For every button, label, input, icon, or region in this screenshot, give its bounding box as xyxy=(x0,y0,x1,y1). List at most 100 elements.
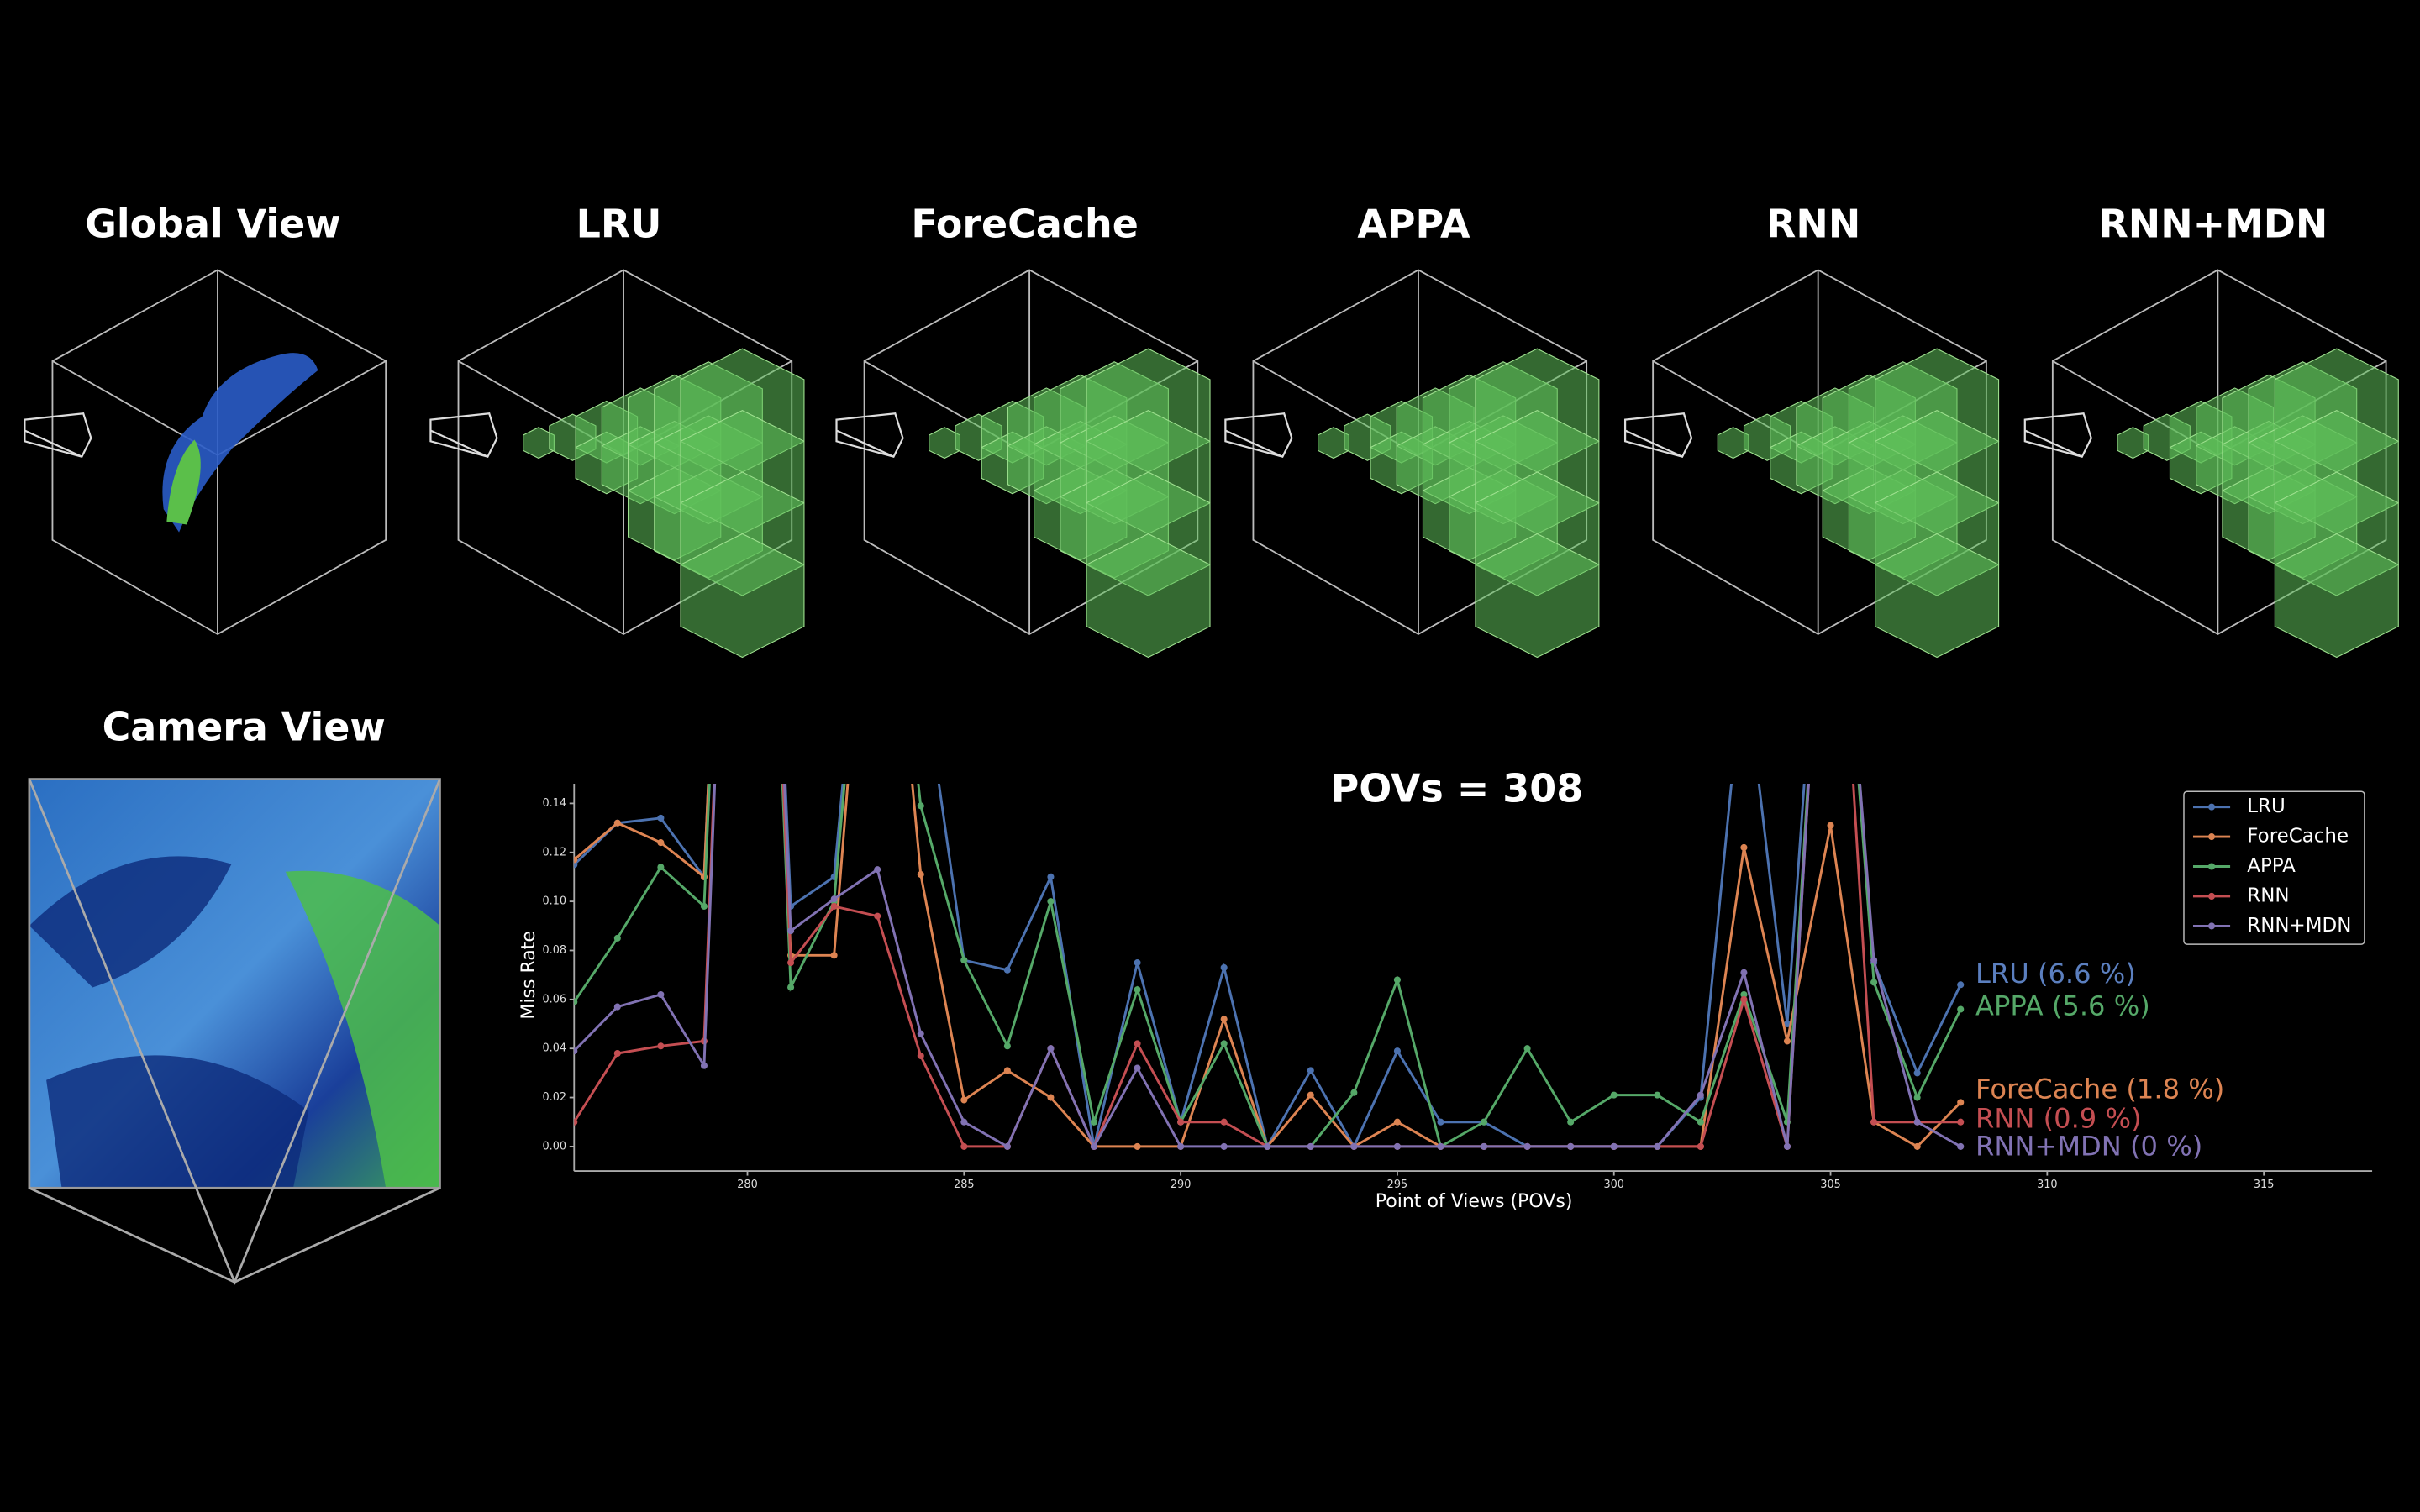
data-point xyxy=(917,1030,924,1037)
panel-title: Global View xyxy=(85,201,341,246)
data-point xyxy=(657,864,665,871)
data-point xyxy=(1220,1118,1228,1126)
x-tick-label: 300 xyxy=(1603,1179,1624,1191)
data-point xyxy=(1913,1142,1921,1150)
annotation: RNN (0.9 %) xyxy=(1975,1102,2142,1134)
camera-view-title: Camera View xyxy=(103,704,386,749)
chart: POVs = 308 Point of Views (POVs) Miss Ra… xyxy=(518,408,2373,1212)
data-point xyxy=(657,814,665,822)
data-point xyxy=(960,1118,968,1126)
legend-box xyxy=(2183,790,2365,945)
data-point xyxy=(1957,1142,1965,1150)
camera-icon xyxy=(429,412,498,458)
x-tick-label: 295 xyxy=(1387,1179,1408,1191)
data-point xyxy=(1697,1118,1704,1126)
data-point xyxy=(700,902,708,910)
data-point xyxy=(1740,990,1748,999)
data-point xyxy=(574,856,578,864)
data-point xyxy=(1481,1118,1488,1126)
legend-dot xyxy=(2208,922,2216,930)
data-point xyxy=(1654,1091,1661,1099)
panel: RNN+MDN xyxy=(2023,201,2399,659)
data-point xyxy=(1523,1142,1531,1150)
data-point xyxy=(1827,822,1834,829)
data-point xyxy=(1220,1016,1228,1023)
data-point xyxy=(1090,1142,1098,1150)
data-point xyxy=(574,1047,578,1055)
data-point xyxy=(1481,1142,1488,1150)
data-point xyxy=(1913,1118,1921,1126)
data-point xyxy=(830,952,838,959)
data-point xyxy=(1567,1142,1575,1150)
cache-block xyxy=(1086,533,1211,659)
data-point xyxy=(700,1062,708,1069)
panel-title: RNN+MDN xyxy=(2098,201,2328,246)
data-point xyxy=(874,408,881,415)
data-point xyxy=(1437,1142,1444,1150)
data-point xyxy=(1177,1142,1185,1150)
data-point xyxy=(787,984,795,991)
data-point xyxy=(1870,1118,1878,1126)
x-tick-label: 280 xyxy=(737,1179,758,1191)
panels: Global View LRU ForeCache APPA RNN RNN+MDN xyxy=(24,201,2399,659)
cache-block xyxy=(1475,533,1600,659)
data-point xyxy=(1610,1142,1618,1150)
data-point xyxy=(918,653,924,659)
cache-block xyxy=(680,533,805,659)
chart-title: POVs = 308 xyxy=(1331,766,1584,811)
camera-frame xyxy=(28,778,441,1189)
data-point xyxy=(874,408,881,415)
data-point xyxy=(1913,1069,1921,1077)
x-axis-label: Point of Views (POVs) xyxy=(1376,1191,1573,1212)
data-point xyxy=(917,1052,924,1059)
data-point xyxy=(1003,1042,1011,1050)
panel-title: ForeCache xyxy=(911,201,1139,246)
data-point xyxy=(1134,1064,1141,1072)
data-point xyxy=(1654,1142,1661,1150)
data-point xyxy=(917,802,924,810)
data-point xyxy=(1783,1037,1791,1045)
data-point xyxy=(1047,873,1055,880)
data-point xyxy=(1134,1142,1141,1150)
data-point xyxy=(1957,1118,1965,1126)
data-point xyxy=(830,895,838,903)
data-point xyxy=(1393,976,1401,984)
camera-shade xyxy=(29,856,309,1189)
legend-dot xyxy=(2208,892,2216,900)
data-point xyxy=(1177,1118,1185,1126)
data-point xyxy=(1740,969,1748,976)
data-point xyxy=(1047,1045,1055,1053)
legend-label: RNN xyxy=(2247,885,2289,906)
plot-area xyxy=(574,408,1965,1150)
data-point xyxy=(1134,986,1141,994)
y-tick-label: 0.06 xyxy=(542,993,566,1005)
data-point xyxy=(574,998,578,1005)
data-point xyxy=(874,912,881,920)
x-tick-label: 305 xyxy=(1820,1179,1841,1191)
data-point xyxy=(1783,1020,1791,1028)
legend-label: ForeCache xyxy=(2247,826,2349,848)
data-point xyxy=(1437,1118,1444,1126)
y-tick-label: 0.10 xyxy=(542,895,566,908)
data-point xyxy=(1610,1091,1618,1099)
data-point xyxy=(874,866,881,874)
data-point xyxy=(1134,1040,1141,1047)
data-point xyxy=(1393,1142,1401,1150)
camera-icon xyxy=(1224,412,1293,458)
data-point xyxy=(574,1118,578,1126)
data-point xyxy=(1003,1067,1011,1074)
y-tick-label: 0.00 xyxy=(542,1140,566,1152)
data-point xyxy=(787,959,795,967)
annotation: LRU (6.6 %) xyxy=(1975,958,2136,990)
camera-icon xyxy=(835,412,904,458)
panel: APPA xyxy=(1224,201,1600,659)
y-tick-label: 0.08 xyxy=(542,944,566,957)
data-point xyxy=(1697,1091,1704,1099)
data-point xyxy=(1740,995,1748,1003)
volume-blob xyxy=(162,353,318,533)
data-point xyxy=(1220,1040,1228,1047)
data-point xyxy=(1393,1118,1401,1126)
data-point xyxy=(613,1049,621,1058)
data-point xyxy=(1220,963,1228,971)
